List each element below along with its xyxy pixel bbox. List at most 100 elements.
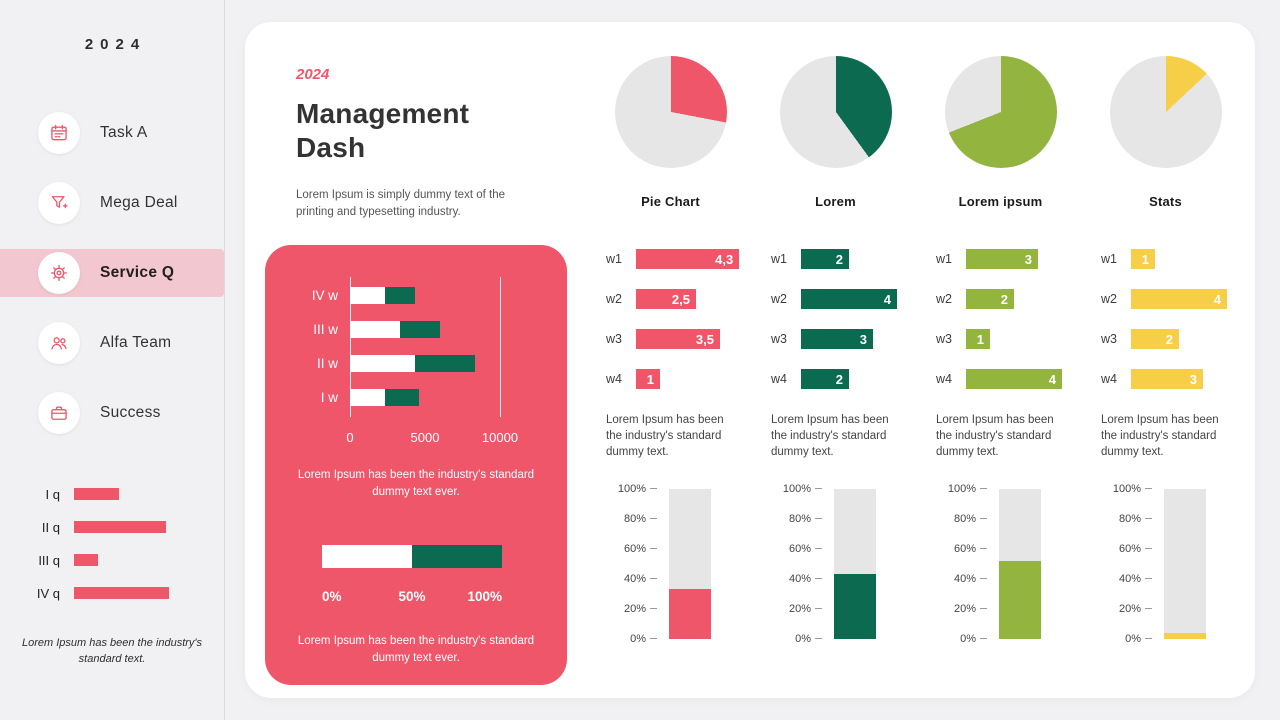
- sidebar-item-label: Alfa Team: [100, 334, 172, 351]
- y-axis-tick: 20%: [1101, 603, 1152, 615]
- sidebar-item-success[interactable]: Success: [0, 389, 224, 437]
- y-axis-tick: 0%: [1101, 633, 1152, 645]
- stat-column: Lorem ipsum w1 3 w2 2 w3 1 w4 4 Lorem Ipsum has b…: [924, 56, 1077, 645]
- bar-value-label: 3: [1189, 371, 1197, 387]
- y-axis-tick: 80%: [771, 513, 822, 525]
- progress-fill: [412, 545, 502, 568]
- y-axis-tick-label: 80%: [953, 512, 976, 525]
- bar-category-label: w4: [606, 372, 622, 386]
- y-axis-tick: 0%: [771, 633, 822, 645]
- y-axis-tick: 0%: [606, 633, 657, 645]
- tick-mark: [815, 638, 822, 640]
- bar-category-label: w2: [936, 292, 952, 306]
- value-bar: 3: [801, 329, 873, 349]
- stacked-bar: [350, 355, 475, 372]
- x-axis-tick: 0: [346, 430, 354, 445]
- y-axis-tick: 100%: [606, 483, 657, 495]
- pie-label: Lorem ipsum: [958, 194, 1043, 209]
- sidebar-item-label: Service Q: [100, 264, 175, 281]
- bar-category-label: w4: [771, 372, 787, 386]
- tick-mark: [815, 608, 822, 610]
- stat-column: Lorem w1 2 w2 4 w3 3 w4 2 Lorem Ipsum has been th…: [759, 56, 912, 645]
- bar-row: w1 4,3: [606, 249, 747, 269]
- y-axis-tick-label: 0%: [960, 632, 976, 645]
- sidebar-item-task-a[interactable]: Task A: [0, 109, 224, 157]
- bar-segment-b: [399, 321, 440, 338]
- tick-mark: [815, 548, 822, 550]
- percent-column-chart: 100% 80% 60% 40% 20% 0%: [1089, 483, 1242, 645]
- bar-category-label: w2: [771, 292, 787, 306]
- quarter-row: II q: [0, 519, 224, 535]
- value-bar: 4,3: [636, 249, 740, 269]
- y-axis-tick-label: 60%: [788, 542, 811, 555]
- pie-chart: [944, 56, 1057, 168]
- x-axis-tick: 5000: [410, 430, 440, 445]
- tick-mark: [980, 638, 987, 640]
- pie-label: Pie Chart: [641, 194, 700, 209]
- bar-value-label: 3: [1024, 251, 1032, 267]
- value-bar: 4: [801, 289, 897, 309]
- y-axis-tick: 20%: [936, 603, 987, 615]
- weekly-bar-chart: w1 4,3 w2 2,5 w3 3,5 w4 1: [594, 249, 747, 389]
- sidebar-item-label: Mega Deal: [100, 194, 178, 211]
- quarter-row: I q: [0, 487, 224, 502]
- sidebar-menu: Task A Mega Deal Service Q Alfa Team Success: [0, 109, 224, 459]
- tick-mark: [650, 608, 657, 610]
- sidebar-item-alfa-team[interactable]: Alfa Team: [0, 319, 224, 367]
- pie-chart: [779, 56, 892, 168]
- bar-segment-a: [350, 287, 385, 304]
- y-axis-tick-label: 100%: [782, 482, 811, 495]
- value-bar: 1: [966, 329, 990, 349]
- y-axis-tick-label: 40%: [623, 572, 646, 585]
- pie-chart: [614, 56, 727, 168]
- sidebar-item-label: Success: [100, 404, 161, 421]
- tick-mark: [1145, 578, 1152, 580]
- stacked-bar: [350, 389, 419, 406]
- bar-value-label: 4: [1213, 291, 1221, 307]
- y-axis-tick-label: 20%: [623, 602, 646, 615]
- tick-mark: [815, 488, 822, 490]
- bar-segment-a: [350, 389, 385, 406]
- column-track: [999, 488, 1041, 639]
- bar-row: w4 2: [771, 369, 912, 389]
- tick-mark: [980, 578, 987, 580]
- sidebar-year: 2024: [84, 36, 147, 53]
- quarter-label: II q: [41, 519, 60, 535]
- bar-value-label: 1: [976, 331, 984, 347]
- weekly-bar-chart: w1 1 w2 4 w3 2 w4 3: [1089, 249, 1242, 389]
- x-axis-tick: 10000: [481, 430, 519, 445]
- column-track: [834, 488, 876, 639]
- y-axis-tick-label: 20%: [953, 602, 976, 615]
- value-bar: 2: [801, 369, 849, 389]
- bar-value-label: 4: [883, 291, 891, 307]
- sidebar-caption: Lorem Ipsum has been the industry's stan…: [21, 637, 203, 665]
- y-axis-tick-label: 20%: [788, 602, 811, 615]
- bar-value-label: 3,5: [695, 331, 714, 347]
- column-fill: [834, 574, 876, 639]
- tick-mark: [650, 548, 657, 550]
- column-track: [1164, 488, 1206, 639]
- sidebar-item-mega-deal[interactable]: Mega Deal: [0, 179, 224, 227]
- y-axis-tick-label: 100%: [947, 482, 976, 495]
- y-axis-tick: 80%: [606, 513, 657, 525]
- bar-value-label: 3: [859, 331, 867, 347]
- sidebar-item-service-q[interactable]: Service Q: [0, 249, 224, 297]
- y-axis-tick: 60%: [936, 543, 987, 555]
- y-axis-tick-label: 80%: [623, 512, 646, 525]
- value-bar: 4: [1131, 289, 1227, 309]
- bar-row: w2 2,5: [606, 289, 747, 309]
- bar-segment-b: [384, 389, 419, 406]
- column-description: Lorem Ipsum has been the industry's stan…: [606, 414, 724, 458]
- stat-columns: Pie Chart w1 4,3 w2 2,5 w3 3,5 w4 1 Lorem Ipsum h…: [594, 56, 1242, 645]
- y-axis-tick: 0%: [936, 633, 987, 645]
- bar-category-label: w2: [1101, 292, 1117, 306]
- bar-category-label: w1: [606, 252, 622, 266]
- briefcase-icon: [38, 392, 80, 434]
- axis-gridline: [500, 277, 501, 417]
- value-bar: 2: [801, 249, 849, 269]
- stacked-bar-label: I w: [320, 390, 338, 405]
- stacked-bar-label: IV w: [311, 288, 338, 303]
- sidebar-item-label: Task A: [100, 124, 148, 141]
- y-axis-tick: 40%: [606, 573, 657, 585]
- bar-value-label: 4,3: [715, 251, 734, 267]
